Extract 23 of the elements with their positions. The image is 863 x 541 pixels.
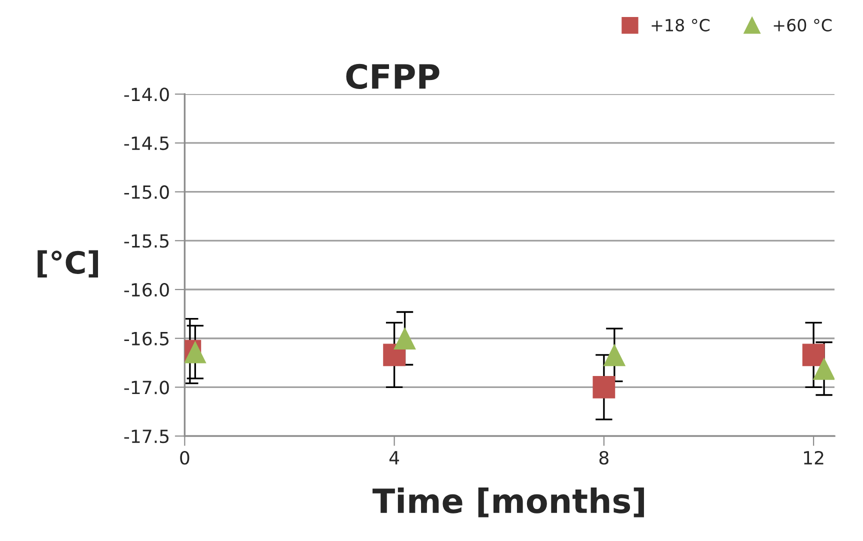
y-tick-label: -15.5 xyxy=(124,234,169,248)
x-tick-label: 0 xyxy=(180,450,190,465)
y-tick-label: -16.0 xyxy=(124,282,169,297)
point xyxy=(184,340,206,364)
point xyxy=(802,344,825,366)
point xyxy=(812,357,835,380)
legend-label: +18 °C xyxy=(652,18,710,32)
point xyxy=(394,327,416,350)
point xyxy=(603,344,626,366)
y-tick-label: -16.5 xyxy=(124,332,169,346)
y-axis-title: [°C] xyxy=(38,250,98,278)
y-tick-label: -17.0 xyxy=(124,380,169,394)
y-tick-label: -15.0 xyxy=(124,185,169,199)
x-tick-label: 12 xyxy=(804,450,824,464)
y-tick-label: -17.5 xyxy=(124,430,169,444)
y-tick-label: -14.5 xyxy=(124,136,169,150)
legend-label: +60 °C xyxy=(774,18,832,32)
chart-title: CFPP xyxy=(346,64,440,90)
x-tick-label: 8 xyxy=(599,450,608,465)
x-tick-label: 4 xyxy=(389,451,400,464)
point xyxy=(592,376,616,398)
x-axis-title: Time [months] xyxy=(372,488,644,518)
y-tick-label: -14.0 xyxy=(124,88,169,102)
